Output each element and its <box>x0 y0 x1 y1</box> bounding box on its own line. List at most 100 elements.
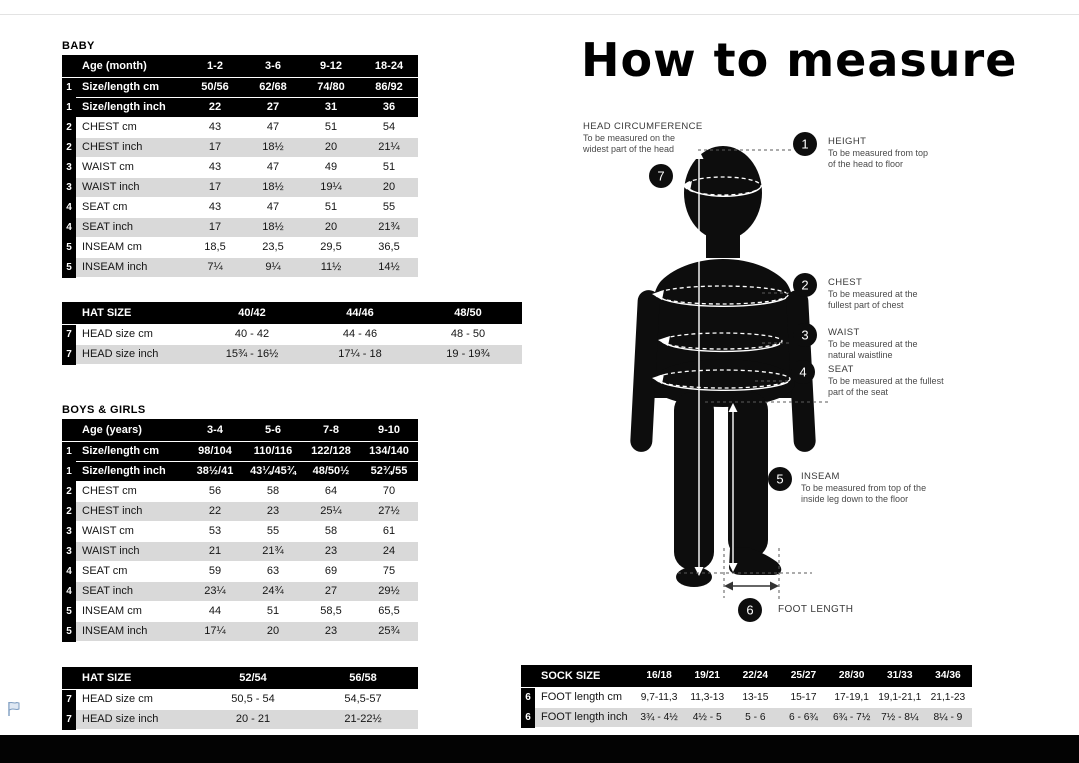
column-header-cell: 28/30 <box>827 665 876 688</box>
value-cell: 70 <box>360 481 418 502</box>
column-header-cell: 9-10 <box>360 419 418 442</box>
value-cell: 19 - 19¾ <box>414 344 522 365</box>
row-number-cell: 2 <box>62 117 76 138</box>
row-number-cell: 3 <box>62 541 76 562</box>
value-cell: 36 <box>360 97 418 118</box>
value-cell: 50,5 - 54 <box>198 689 308 710</box>
row-number-cell: 7 <box>62 344 76 365</box>
annotation-height: HEIGHT To be measured from top of the he… <box>828 136 988 170</box>
table-row: 3 WAIST cm 43 47 49 51 <box>62 157 418 178</box>
value-cell: 20 <box>360 177 418 198</box>
row-number-cell: 6 <box>521 687 535 708</box>
value-cell: 18,5 <box>186 237 244 258</box>
value-cell: 15-17 <box>779 687 828 708</box>
row-number-cell: 1 <box>62 97 76 118</box>
row-number-cell: 7 <box>62 324 76 345</box>
annotation-title: WAIST <box>828 327 860 338</box>
row-number-cell: 4 <box>62 197 76 218</box>
table-row: 1 Size/length cm 50/56 62/68 74/80 86/92 <box>62 77 418 98</box>
value-cell: 20 <box>244 621 302 642</box>
row-number-cell: 4 <box>62 561 76 582</box>
column-header-cell: 25/27 <box>779 665 828 688</box>
value-cell: 50/56 <box>186 77 244 98</box>
value-cell: 134/140 <box>360 441 418 462</box>
white-arrowheads <box>652 150 738 576</box>
annotation-line: To be measured from top <box>828 148 929 158</box>
row-number-cell: 5 <box>62 237 76 258</box>
value-cell: 23,5 <box>244 237 302 258</box>
table-row: 1 Size/length inch 22 27 31 36 <box>62 97 418 118</box>
row-label-cell: Size/length inch <box>76 461 186 482</box>
size-table: Age (month) 1-2 3-6 9-12 18-24 1 Size/length c… <box>62 55 418 278</box>
value-cell: 24 <box>360 541 418 562</box>
value-cell: 13-15 <box>731 687 780 708</box>
size-table: HAT SIZE 52/54 56/58 7 HEAD size cm 50,5 - 54… <box>62 667 418 730</box>
guide-lines <box>678 149 830 600</box>
row-number-cell: 3 <box>62 157 76 178</box>
row-number-cell: 3 <box>62 521 76 542</box>
value-cell: 75 <box>360 561 418 582</box>
row-number-cell: 5 <box>62 601 76 622</box>
value-cell: 43 <box>186 117 244 138</box>
annotation-line: inside leg down to the floor <box>801 494 909 504</box>
table-row: 5 INSEAM cm 44 51 58,5 65,5 <box>62 601 418 622</box>
row-number-cell: 7 <box>62 709 76 730</box>
annotation-line: fullest part of chest <box>828 300 904 310</box>
value-cell: 11,3-13 <box>683 687 732 708</box>
row-label-cell: HEAD size cm <box>76 324 198 345</box>
value-cell: 25¼ <box>302 501 360 522</box>
table-row: 4 SEAT cm 43 47 51 55 <box>62 197 418 218</box>
row-label-cell: WAIST inch <box>76 177 186 198</box>
value-cell: 62/68 <box>244 77 302 98</box>
row-number-cell: 2 <box>62 481 76 502</box>
column-header-cell: 7-8 <box>302 419 360 442</box>
value-cell: 22 <box>186 97 244 118</box>
row-label-cell: INSEAM cm <box>76 237 186 258</box>
row-label-cell: INSEAM inch <box>76 621 186 642</box>
table-row: 5 INSEAM inch 17¼ 20 23 25¾ <box>62 621 418 642</box>
value-cell: 18½ <box>244 137 302 158</box>
table-header-row: SOCK SIZE 16/18 19/21 22/24 25/27 28/30 31/33 3… <box>521 665 972 688</box>
row-label-cell: CHEST cm <box>76 481 186 502</box>
value-cell: 54,5-57 <box>308 689 418 710</box>
value-cell: 55 <box>244 521 302 542</box>
value-cell: 98/104 <box>186 441 244 462</box>
value-cell: 36,5 <box>360 237 418 258</box>
value-cell: 53 <box>186 521 244 542</box>
row-number-cell: 6 <box>521 707 535 728</box>
annotation-line: part of the seat <box>828 387 889 397</box>
value-cell: 38½/41 <box>186 461 244 482</box>
value-cell: 21¼ <box>360 137 418 158</box>
badge-4: 4 <box>799 365 806 380</box>
table-row: 3 WAIST inch 17 18½ 19¼ 20 <box>62 177 418 198</box>
value-cell: 51 <box>302 197 360 218</box>
row-number-cell <box>62 419 76 442</box>
badge-7: 7 <box>657 169 664 184</box>
column-header-cell: 40/42 <box>198 302 306 325</box>
value-cell: 59 <box>186 561 244 582</box>
size-table: Age (years) 3-4 5-6 7-8 9-10 1 Size/length cm 9… <box>62 419 418 642</box>
value-cell: 51 <box>302 117 360 138</box>
value-cell: 27½ <box>360 501 418 522</box>
value-cell: 18½ <box>244 177 302 198</box>
size-table: HAT SIZE 40/42 44/46 48/50 7 HEAD size cm 40 -… <box>62 302 522 365</box>
column-header-cell: 48/50 <box>414 302 522 325</box>
value-cell: 65,5 <box>360 601 418 622</box>
row-number-cell <box>521 665 535 688</box>
column-header-cell: 16/18 <box>635 665 684 688</box>
value-cell: 21 <box>186 541 244 562</box>
row-number-cell: 1 <box>62 461 76 482</box>
table-row: 6 FOOT length cm 9,7-11,3 11,3-13 13-15 15-17… <box>521 687 972 708</box>
row-label-cell: Size/length cm <box>76 77 186 98</box>
annotation-flag-icon[interactable] <box>6 700 24 718</box>
badge-3: 3 <box>801 328 808 343</box>
row-number-cell: 2 <box>62 137 76 158</box>
table-row: 4 SEAT inch 17 18½ 20 21¾ <box>62 217 418 238</box>
row-number-cell: 4 <box>62 217 76 238</box>
value-cell: 61 <box>360 521 418 542</box>
table-title-cell: Age (years) <box>76 419 186 442</box>
table-row: 2 CHEST inch 17 18½ 20 21¼ <box>62 137 418 158</box>
row-label-cell: Size/length inch <box>76 97 186 118</box>
